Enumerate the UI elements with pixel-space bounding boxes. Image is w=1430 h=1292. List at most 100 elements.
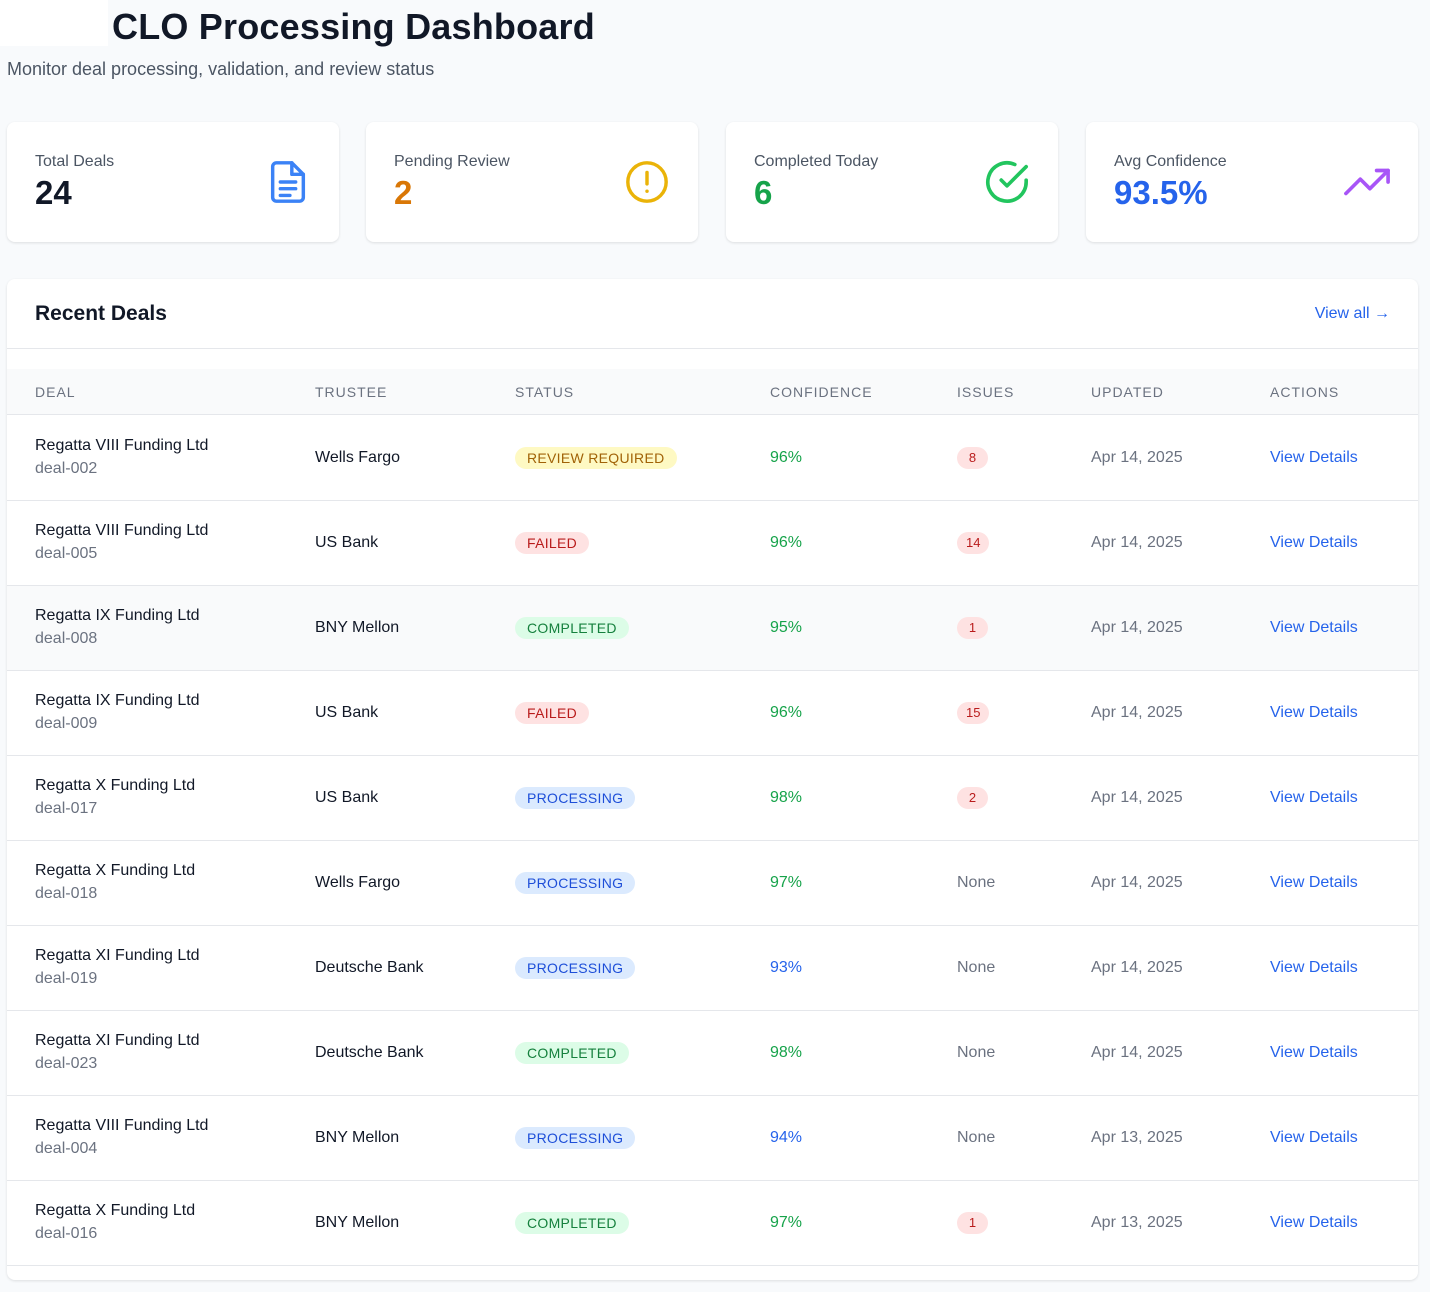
status-badge: REVIEW REQUIRED xyxy=(515,447,677,469)
stat-label: Completed Today xyxy=(754,153,879,170)
trustee-name: US Bank xyxy=(315,704,379,721)
view-details-link[interactable]: View Details xyxy=(1270,1214,1358,1231)
column-header-status[interactable]: STATUS xyxy=(515,384,575,400)
issues-none-text: None xyxy=(957,874,996,891)
trustee-name: Deutsche Bank xyxy=(315,959,424,976)
issues-count-badge: 8 xyxy=(957,447,988,469)
deal-name: Regatta X Funding Ltd xyxy=(35,1202,196,1219)
status-badge: COMPLETED xyxy=(515,1042,629,1064)
table-row[interactable]: Regatta VIII Funding Ltd deal-005 US Bank F… xyxy=(7,501,1418,586)
trustee-name: BNY Mellon xyxy=(315,619,400,636)
issues-count-badge: 2 xyxy=(957,787,988,809)
status-badge: PROCESSING xyxy=(515,957,636,979)
deal-name: Regatta X Funding Ltd xyxy=(35,862,196,879)
stat-card-avg-confidence: Avg Confidence 93.5% xyxy=(1086,122,1418,242)
view-details-link[interactable]: View Details xyxy=(1270,789,1358,806)
trustee-name: Wells Fargo xyxy=(315,874,401,891)
table-row[interactable]: Regatta VIII Funding Ltd deal-002 Wells Fa… xyxy=(7,416,1418,501)
stat-card-total-deals: Total Deals 24 xyxy=(7,122,339,242)
status-badge: PROCESSING xyxy=(515,872,636,894)
deal-id: deal-018 xyxy=(35,885,98,902)
status-badge: FAILED xyxy=(515,532,590,554)
deal-name: Regatta IX Funding Ltd xyxy=(35,607,200,624)
updated-date: Apr 14, 2025 xyxy=(1091,449,1183,466)
updated-date: Apr 14, 2025 xyxy=(1091,789,1183,806)
column-header-updated[interactable]: UPDATED xyxy=(1091,384,1164,400)
deal-id: deal-005 xyxy=(35,545,98,562)
updated-date: Apr 14, 2025 xyxy=(1091,874,1183,891)
stat-value: 6 xyxy=(754,174,773,211)
updated-date: Apr 14, 2025 xyxy=(1091,534,1183,551)
deal-name: Regatta IX Funding Ltd xyxy=(35,692,200,709)
issues-none-text: None xyxy=(957,1044,996,1061)
issues-none-text: None xyxy=(957,959,996,976)
column-header-trustee[interactable]: TRUSTEE xyxy=(315,384,388,400)
view-details-link[interactable]: View Details xyxy=(1270,534,1358,551)
deal-id: deal-002 xyxy=(35,460,98,477)
deal-name: Regatta VIII Funding Ltd xyxy=(35,437,209,454)
table-row[interactable]: Regatta XI Funding Ltd deal-019 Deutsche B… xyxy=(7,926,1418,1011)
confidence-value: 96% xyxy=(770,704,803,721)
view-details-link[interactable]: View Details xyxy=(1270,1129,1358,1146)
stat-card-pending-review: Pending Review 2 xyxy=(366,122,698,242)
view-details-link[interactable]: View Details xyxy=(1270,959,1358,976)
column-header-confidence[interactable]: CONFIDENCE xyxy=(770,384,873,400)
view-details-link[interactable]: View Details xyxy=(1270,1044,1358,1061)
column-header-deal[interactable]: DEAL xyxy=(35,384,76,400)
deal-id: deal-009 xyxy=(35,715,98,732)
stats-row: Total Deals 24 Pending Review 2 Complete… xyxy=(7,122,1418,242)
page-title: CLO Processing Dashboard xyxy=(112,6,595,47)
status-badge: PROCESSING xyxy=(515,1127,636,1149)
deal-id: deal-008 xyxy=(35,630,98,647)
issues-count-badge: 1 xyxy=(957,617,988,639)
deal-name: Regatta VIII Funding Ltd xyxy=(35,522,209,539)
logo-placeholder xyxy=(0,0,108,46)
table-row[interactable]: Regatta VIII Funding Ltd deal-004 BNY Mell… xyxy=(7,1096,1418,1181)
confidence-value: 98% xyxy=(770,789,803,806)
trustee-name: BNY Mellon xyxy=(315,1129,400,1146)
confidence-value: 95% xyxy=(770,619,803,636)
view-details-link[interactable]: View Details xyxy=(1270,874,1358,891)
trustee-name: Wells Fargo xyxy=(315,449,401,466)
section-title: Recent Deals xyxy=(35,302,167,325)
table-row[interactable]: Regatta X Funding Ltd deal-018 Wells Fargo… xyxy=(7,841,1418,926)
table-row[interactable]: Regatta IX Funding Ltd deal-008 BNY Mellon… xyxy=(7,586,1418,671)
stat-value: 24 xyxy=(35,174,72,211)
view-details-link[interactable]: View Details xyxy=(1270,704,1358,721)
stat-value: 93.5% xyxy=(1114,174,1208,211)
issues-none-text: None xyxy=(957,1129,996,1146)
issues-count-badge: 14 xyxy=(957,532,990,554)
page-subtitle: Monitor deal processing, validation, and… xyxy=(7,59,435,79)
confidence-value: 94% xyxy=(770,1129,803,1146)
view-details-link[interactable]: View Details xyxy=(1270,619,1358,636)
table-row[interactable]: Regatta X Funding Ltd deal-016 BNY Mellon C… xyxy=(7,1181,1418,1266)
recent-deals-header: Recent Deals View all → xyxy=(7,279,1418,349)
deal-id: deal-019 xyxy=(35,970,98,987)
check-circle-icon xyxy=(986,161,1028,203)
updated-date: Apr 14, 2025 xyxy=(1091,704,1183,721)
table-header-row: DEAL TRUSTEE STATUS CONFIDENCE ISSUES UP… xyxy=(7,369,1418,415)
confidence-value: 97% xyxy=(770,1214,803,1231)
confidence-value: 97% xyxy=(770,874,803,891)
status-badge: PROCESSING xyxy=(515,787,636,809)
deal-name: Regatta X Funding Ltd xyxy=(35,777,196,794)
stat-card-completed-today: Completed Today 6 xyxy=(726,122,1058,242)
table-row[interactable]: Regatta XI Funding Ltd deal-023 Deutsche B… xyxy=(7,1011,1418,1096)
column-header-issues[interactable]: ISSUES xyxy=(957,384,1015,400)
alert-circle-icon xyxy=(626,161,668,203)
trustee-name: US Bank xyxy=(315,789,379,806)
table-row[interactable]: Regatta IX Funding Ltd deal-009 US Bank FAI… xyxy=(7,671,1418,756)
confidence-value: 96% xyxy=(770,534,803,551)
confidence-value: 93% xyxy=(770,959,803,976)
view-all-link[interactable]: View all → xyxy=(1314,305,1390,322)
document-icon xyxy=(270,161,306,203)
deal-name: Regatta VIII Funding Ltd xyxy=(35,1117,209,1134)
view-details-link[interactable]: View Details xyxy=(1270,449,1358,466)
confidence-value: 98% xyxy=(770,1044,803,1061)
stat-label: Total Deals xyxy=(35,153,115,170)
deal-id: deal-016 xyxy=(35,1225,98,1242)
issues-count-badge: 15 xyxy=(957,702,990,724)
table-row[interactable]: Regatta X Funding Ltd deal-017 US Bank PROC… xyxy=(7,756,1418,841)
updated-date: Apr 14, 2025 xyxy=(1091,619,1183,636)
